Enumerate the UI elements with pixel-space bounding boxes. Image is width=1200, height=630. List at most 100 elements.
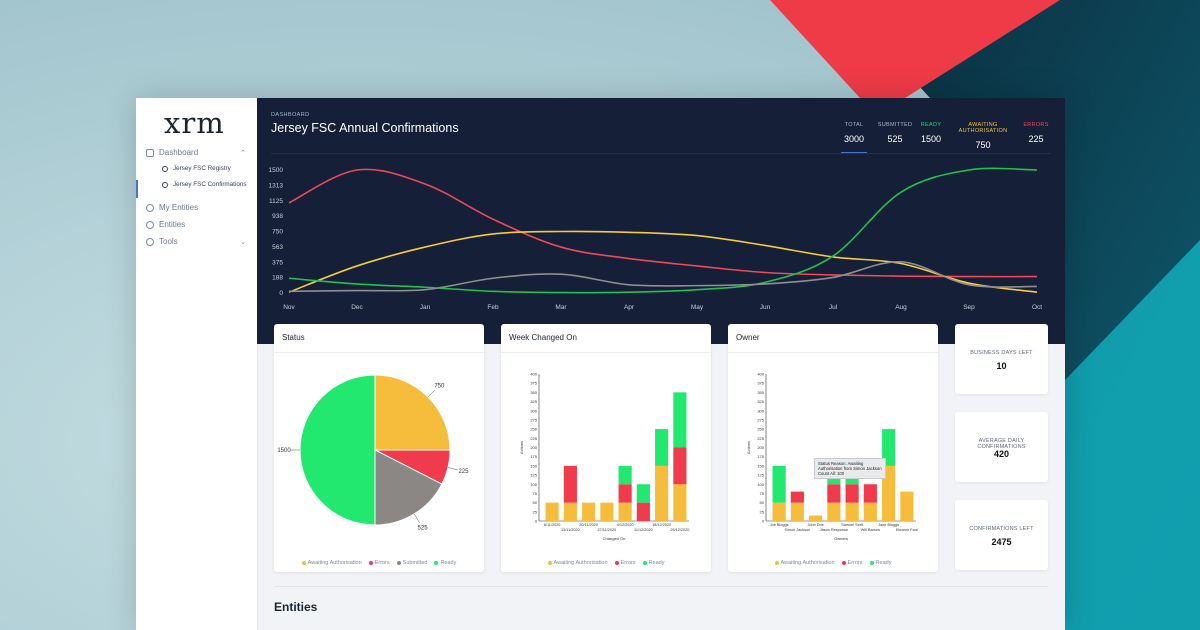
y-tick-label: 750	[272, 229, 283, 236]
chart-legend: Awaiting Authorisation Errors Ready	[501, 560, 711, 566]
bar-segment	[900, 491, 914, 521]
check-circle-icon	[162, 182, 168, 188]
bar-segment	[827, 502, 841, 521]
week-bar-chart: 0 25 50 75 100 125 150 175 200 225 250 275 300 325 350…	[519, 372, 689, 542]
sidebar-item-label: Jersey FSC Registry	[173, 165, 231, 172]
x-tick-label: Dec	[351, 304, 363, 311]
kpi-label: AVERAGE DAILY CONFIRMATIONS	[977, 438, 1026, 450]
x-tick-label: Feb	[487, 304, 499, 311]
x-axis-label: Owners	[834, 536, 848, 541]
logo[interactable]: xrm	[164, 106, 225, 140]
sidebar-item-registry[interactable]: Jersey FSC Registry	[162, 165, 252, 173]
sidebar-item-label: Jersey FSC Confirmations	[173, 181, 247, 188]
legend-swatch	[642, 560, 647, 565]
legend-label: Awaiting Authorisation	[553, 560, 608, 566]
bar-segment	[600, 502, 614, 521]
x-tick-label: Samuel Serif	[841, 523, 864, 527]
x-tick-label: Mar	[555, 304, 567, 311]
stat-ready[interactable]: READY 1500	[919, 122, 943, 144]
bar-segment	[882, 465, 896, 521]
check-circle-icon	[162, 166, 168, 172]
y-tick-label: 563	[272, 244, 283, 251]
legend-item[interactable]: Ready	[642, 560, 664, 566]
stat-total[interactable]: TOTAL 3000	[839, 122, 869, 144]
y-tick-label: 188	[272, 275, 283, 282]
stat-submitted[interactable]: SUBMITTED 525	[875, 122, 915, 144]
sidebar-item-dashboard[interactable]: Dashboard ⌃	[146, 148, 246, 157]
chevron-down-icon[interactable]: ⌄	[240, 238, 246, 246]
bar-segment	[582, 502, 596, 521]
sidebar-item-label: Tools	[159, 237, 178, 246]
stat-awaiting[interactable]: AWAITING AUTHORISATION 750	[947, 122, 1019, 150]
series-line-submitted	[288, 261, 1038, 293]
bar-segment	[673, 484, 687, 521]
bar-segment	[882, 429, 896, 466]
sidebar-item-label: Entities	[159, 220, 186, 229]
tooltip-line: Count All: 100	[818, 471, 845, 476]
legend-item[interactable]: Awaiting Authorisation	[774, 560, 835, 566]
y-tick-label: 150	[530, 463, 537, 468]
x-tick-label: 6/11/2020	[544, 523, 561, 527]
x-tick-label: 27/11/2020	[598, 528, 617, 532]
y-tick-label: 125	[530, 473, 537, 478]
bar-segment	[673, 447, 687, 485]
chart-legend: Awaiting Authorisation Errors Ready	[728, 560, 938, 566]
sidebar-item-tools[interactable]: Tools ⌄	[146, 237, 246, 246]
x-tick-label: May	[691, 304, 704, 311]
sidebar-item-confirmations[interactable]: Jersey FSC Confirmations	[162, 181, 252, 189]
legend-item[interactable]: Ready	[869, 560, 892, 566]
legend-label: Errors	[374, 560, 390, 566]
bar-segment	[636, 502, 650, 521]
bar-segment	[772, 502, 786, 521]
x-tick-label: John Doe	[807, 523, 823, 527]
x-tick-label: Nov	[283, 304, 295, 311]
legend-label: Ready	[875, 560, 892, 566]
sidebar-item-label: Dashboard	[159, 148, 199, 157]
y-tick-label: 325	[530, 399, 537, 404]
y-tick-label: 375	[272, 259, 283, 266]
legend-item[interactable]: Awaiting Authorisation	[547, 560, 608, 566]
y-tick-label: 200	[530, 445, 537, 450]
divider	[501, 352, 711, 353]
y-tick-label: 400	[530, 372, 537, 377]
card-title: Week Changed On	[509, 333, 577, 342]
bar-segment	[845, 484, 859, 503]
chart-legend: Awaiting Authorisation Errors Submitted Rea…	[274, 560, 484, 566]
sidebar-item-entities[interactable]: Entities	[146, 220, 246, 229]
pie-data-label: 525	[418, 526, 429, 532]
y-axis-label: Actions	[746, 441, 751, 454]
pie-data-label: 1500	[277, 448, 291, 454]
legend-item[interactable]: Errors	[368, 560, 390, 566]
stat-errors[interactable]: ERRORS 225	[1021, 122, 1051, 144]
divider	[271, 153, 1051, 154]
x-tick-label: Joe Bloggs	[770, 523, 789, 527]
sidebar-item-my-entities[interactable]: My Entities	[146, 203, 246, 212]
bar-segment	[618, 502, 632, 521]
y-tick-label: 25	[533, 509, 538, 514]
legend-item[interactable]: Submitted	[396, 560, 427, 566]
kpi-value: 2475	[991, 537, 1012, 547]
pie-chart: 750 225 525 1500	[277, 374, 469, 532]
pie-leader-line	[427, 389, 436, 398]
chevron-up-icon[interactable]: ⌃	[240, 149, 246, 157]
y-tick-label: 75	[760, 491, 765, 496]
legend-item[interactable]: Ready	[434, 560, 456, 566]
legend-swatch	[301, 560, 306, 565]
divider	[274, 352, 484, 353]
y-tick-label: 125	[757, 473, 764, 478]
legend-item[interactable]: Awaiting Authorisation	[301, 560, 362, 566]
stat-label: READY	[920, 122, 942, 128]
y-tick-label: 325	[757, 399, 764, 404]
x-tick-label: 20/11/2020	[579, 523, 598, 527]
y-tick-label: 350	[757, 390, 764, 395]
y-tick-label: 175	[757, 454, 764, 459]
divider	[728, 352, 938, 353]
bar-segment	[809, 515, 823, 521]
gear-icon	[146, 237, 154, 246]
legend-item[interactable]: Errors	[841, 560, 863, 566]
legend-item[interactable]: Errors	[614, 560, 636, 566]
chart-tooltip: Status Reason: Awaiting Authorisation fr…	[814, 458, 886, 479]
legend-label: Awaiting Authorisation	[307, 560, 362, 566]
bar-segment	[563, 502, 577, 521]
x-tick-label: Jane Bloggs	[878, 523, 899, 527]
